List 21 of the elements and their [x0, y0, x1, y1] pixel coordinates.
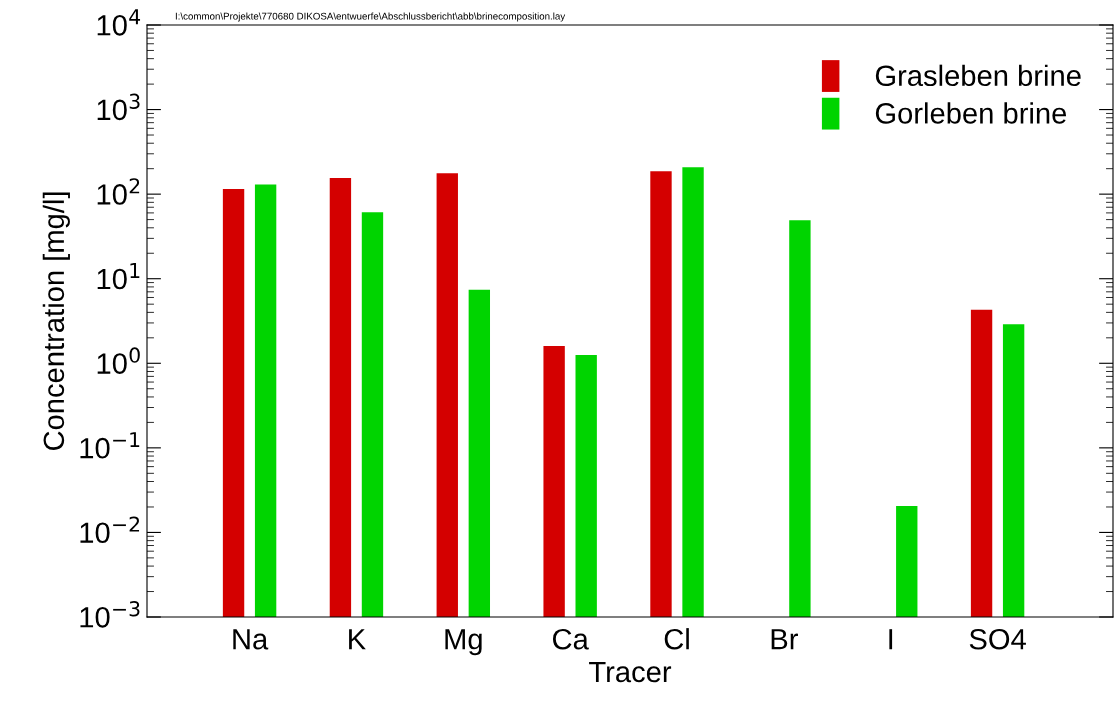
x-tick-label: Br: [771, 629, 798, 650]
x-tick-label: Cl: [664, 628, 689, 650]
y-tick-label: 10$^{−2}$: [80, 516, 140, 544]
x-tick-label: I: [889, 629, 893, 650]
y-tick-label: 10$^{−3}$: [80, 601, 140, 628]
x-tick-label: K: [349, 629, 366, 650]
x-axis-title: Tracer: [589, 661, 672, 683]
x-tick-label: Na: [233, 629, 269, 650]
x-tick-label: SO4: [969, 628, 1026, 650]
legend-label: Grasleben brine: [875, 64, 1081, 87]
y-tick-label: 10$^{4}$: [97, 9, 141, 36]
x-tick-label: Ca: [553, 628, 589, 650]
y-tick-label: 10$^{3}$: [97, 93, 140, 121]
y-tick-label: 10$^{2}$: [97, 178, 140, 205]
text: I:\common\Projekte\770680 DIKOSA\entwuerfe\Abschlussbericht\abb\brinecomposition.lay: [175, 12, 566, 22]
y-tick-label: 10$^{−1}$: [80, 432, 140, 459]
y-tick-label: 10$^{0}$: [97, 347, 140, 374]
x-tick-label: Mg: [445, 629, 482, 656]
y-tick-label: 10$^{1}$: [97, 263, 140, 290]
legend-label: Gorleben brine: [875, 102, 1067, 124]
y-axis-title: Concentration [mg/l]: [42, 192, 70, 451]
